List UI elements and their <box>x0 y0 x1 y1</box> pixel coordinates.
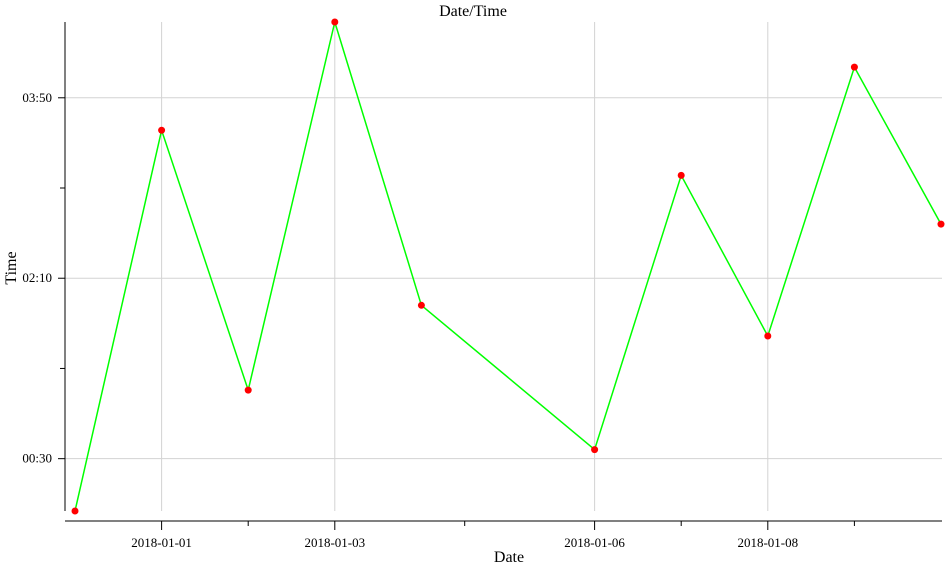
data-point <box>417 301 425 309</box>
data-point <box>850 63 858 71</box>
data-point <box>937 220 945 228</box>
y-tick-label: 03:50 <box>22 90 52 105</box>
series-line <box>74 19 942 512</box>
data-point <box>71 507 79 515</box>
data-point <box>591 446 599 454</box>
y-tick-label: 00:30 <box>22 451 52 466</box>
y-tick-label: 02:10 <box>22 270 52 285</box>
data-point <box>158 126 166 134</box>
x-tick-label: 2018-01-03 <box>304 535 365 550</box>
data-point <box>331 18 339 26</box>
x-axis-label: Date <box>494 549 524 566</box>
y-axis-label: Time <box>3 251 20 284</box>
series-time <box>71 18 945 515</box>
grid-lines <box>65 22 942 511</box>
chart-title: Date/Time <box>439 3 507 20</box>
x-tick-label: 2018-01-01 <box>131 535 192 550</box>
data-point <box>244 386 252 394</box>
x-tick-label: 2018-01-08 <box>737 535 798 550</box>
data-point <box>677 171 685 179</box>
data-point <box>764 332 772 340</box>
x-tick-label: 2018-01-06 <box>564 535 625 550</box>
axis-ticks: 2018-01-01 2018-01-03 2018-01-06 2018-01-08… <box>22 90 855 550</box>
